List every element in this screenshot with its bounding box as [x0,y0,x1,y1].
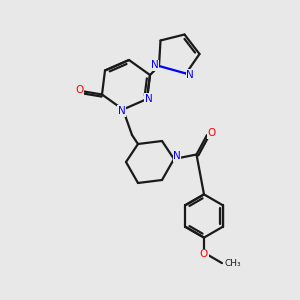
Text: N: N [173,151,181,161]
Text: N: N [145,94,152,104]
Text: N: N [151,60,159,70]
Text: N: N [186,70,194,80]
Text: O: O [207,128,216,139]
Text: O: O [75,85,84,95]
Text: N: N [118,106,125,116]
Text: CH₃: CH₃ [224,259,241,268]
Text: O: O [200,249,208,259]
